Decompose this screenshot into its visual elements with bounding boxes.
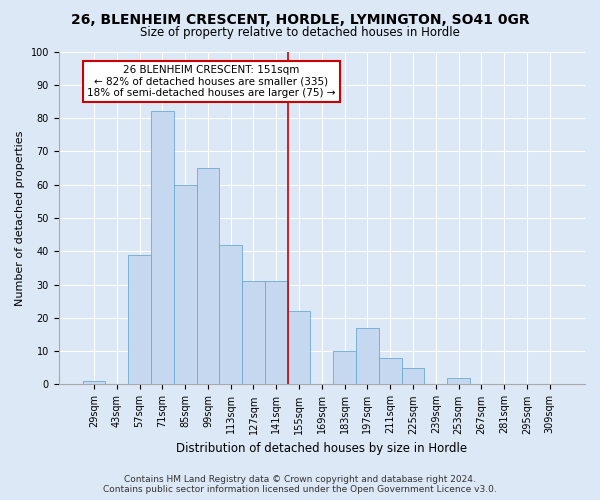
Text: 26 BLENHEIM CRESCENT: 151sqm
← 82% of detached houses are smaller (335)
18% of s: 26 BLENHEIM CRESCENT: 151sqm ← 82% of de… — [87, 65, 335, 98]
Bar — [333, 351, 356, 384]
Text: Contains HM Land Registry data © Crown copyright and database right 2024.
Contai: Contains HM Land Registry data © Crown c… — [103, 474, 497, 494]
Bar — [265, 281, 287, 384]
X-axis label: Distribution of detached houses by size in Hordle: Distribution of detached houses by size … — [176, 442, 467, 455]
Bar — [287, 311, 310, 384]
Bar — [151, 112, 174, 384]
Bar — [401, 368, 424, 384]
Bar — [242, 281, 265, 384]
Text: Size of property relative to detached houses in Hordle: Size of property relative to detached ho… — [140, 26, 460, 39]
Bar — [219, 244, 242, 384]
Bar — [83, 381, 106, 384]
Y-axis label: Number of detached properties: Number of detached properties — [15, 130, 25, 306]
Text: 26, BLENHEIM CRESCENT, HORDLE, LYMINGTON, SO41 0GR: 26, BLENHEIM CRESCENT, HORDLE, LYMINGTON… — [71, 12, 529, 26]
Bar — [447, 378, 470, 384]
Bar — [174, 184, 197, 384]
Bar — [128, 254, 151, 384]
Bar — [197, 168, 219, 384]
Bar — [356, 328, 379, 384]
Bar — [379, 358, 401, 384]
